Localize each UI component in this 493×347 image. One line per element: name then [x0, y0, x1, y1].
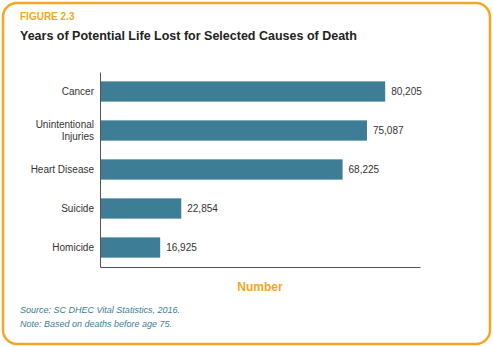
- y-tick-label: Cancer: [62, 86, 95, 97]
- plot: Homicide Suicide Heart Disease Unintentiona…: [31, 73, 423, 268]
- data-label: 80,205: [391, 86, 422, 97]
- data-label: 16,925: [166, 242, 197, 253]
- bar: [100, 120, 367, 140]
- bar: [100, 198, 181, 218]
- x-axis: [101, 267, 421, 268]
- source-note: Source: SC DHEC Vital Statistics, 2016.: [20, 305, 180, 315]
- source-note: Note: Based on deaths before age 75.: [20, 319, 172, 329]
- y-tick-label-line: Homicide: [52, 242, 94, 253]
- y-axis: Homicide Suicide Heart Disease Unintentiona…: [31, 73, 101, 268]
- data-label: 68,225: [349, 164, 380, 175]
- y-axis-line: [100, 73, 101, 268]
- title: Years of Potential Life Lost for Selecte…: [20, 29, 357, 43]
- bar: [100, 81, 385, 101]
- x-axis-title: Number: [237, 280, 283, 294]
- data-label: 75,087: [373, 125, 404, 136]
- y-tick-label: Suicide: [61, 203, 94, 214]
- x-axis-line: [101, 267, 421, 268]
- data-labels: 16,925 22,854 68,225 75,087 80,205: [166, 86, 422, 253]
- frame-border: [3, 3, 490, 344]
- bar: [100, 159, 343, 179]
- y-tick-label-line: Heart Disease: [31, 164, 95, 175]
- data-label: 22,854: [187, 203, 218, 214]
- y-tick: Heart Disease: [31, 164, 95, 175]
- y-tick-label-line: Injuries: [62, 131, 94, 142]
- chart: FIGURE 2.3 Years of Potential Life Lost f…: [0, 0, 493, 347]
- y-tick-label: Heart Disease: [31, 164, 95, 175]
- y-tick: UnintentionalInjuries: [36, 119, 94, 142]
- y-tick-label: UnintentionalInjuries: [36, 119, 94, 142]
- y-tick: Suicide: [61, 203, 94, 214]
- bar: [100, 237, 160, 257]
- y-tick-label-line: Suicide: [61, 203, 94, 214]
- y-tick: Cancer: [62, 86, 95, 97]
- y-tick-label: Homicide: [52, 242, 94, 253]
- figure-label: FIGURE 2.3: [20, 11, 75, 22]
- y-tick-label-line: Cancer: [62, 86, 95, 97]
- bars: [100, 81, 385, 257]
- y-tick-label-line: Unintentional: [36, 119, 94, 130]
- y-tick: Homicide: [52, 242, 94, 253]
